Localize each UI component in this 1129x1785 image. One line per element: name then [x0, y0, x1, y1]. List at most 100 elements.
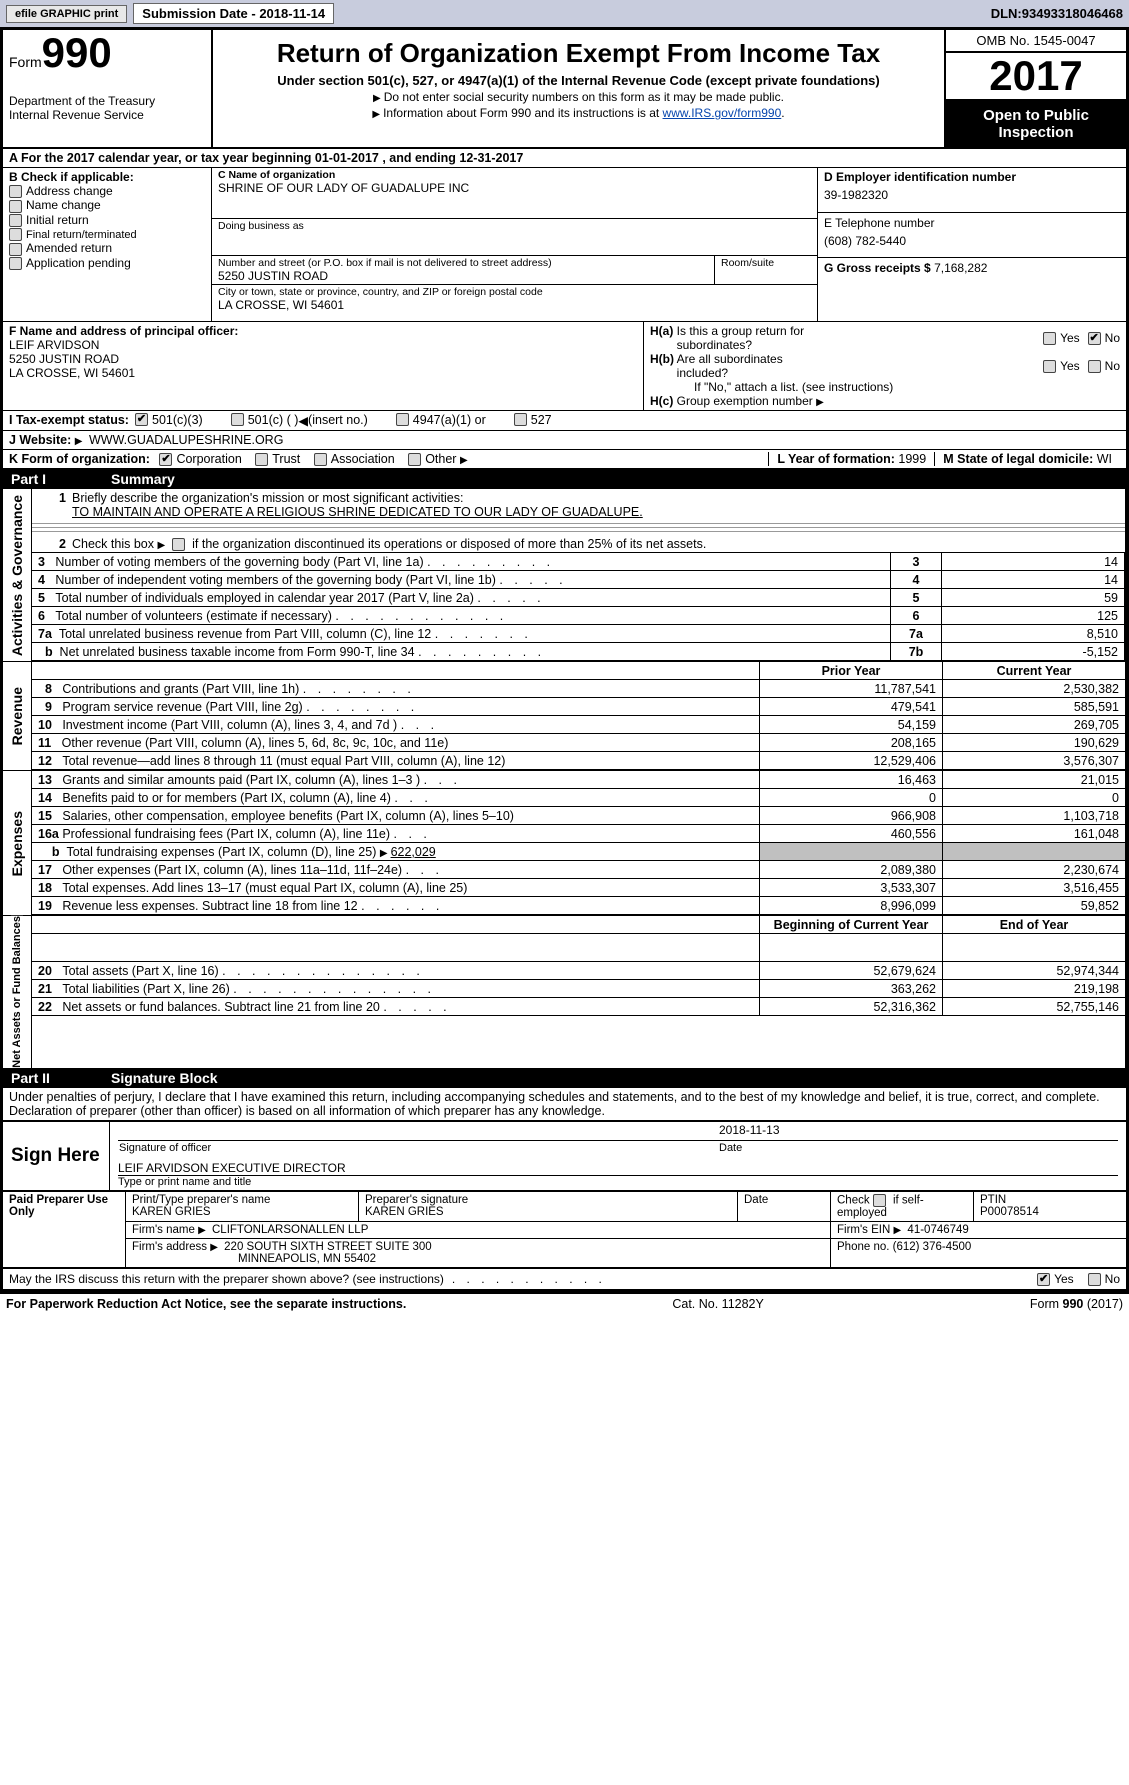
corp-checkbox[interactable] [159, 453, 172, 466]
initial-return-label: Initial return [26, 213, 89, 227]
ein-label: D Employer identification number [824, 170, 1120, 184]
amended-return-label: Amended return [26, 241, 112, 255]
k-label: K Form of organization: [9, 452, 150, 466]
l16a-label: Professional fundraising fees (Part IX, … [62, 827, 390, 841]
hdr-current-year: Current Year [943, 662, 1126, 680]
firm-ein-label: Firm's EIN [837, 1224, 890, 1236]
submission-date-value: 2018-11-14 [259, 6, 325, 21]
discuss-yes-checkbox[interactable] [1037, 1273, 1050, 1286]
l19-current: 59,852 [943, 897, 1126, 915]
l18-prior: 3,533,307 [760, 879, 943, 897]
state-domicile: WI [1097, 452, 1112, 466]
assoc-label: Association [331, 452, 395, 466]
self-employed-checkbox[interactable] [873, 1194, 886, 1207]
gross-receipts-value: 7,168,282 [934, 261, 987, 275]
name-change-checkbox[interactable] [9, 200, 22, 213]
l21-label: Total liabilities (Part X, line 26) [62, 982, 229, 996]
l20-label: Total assets (Part X, line 16) [62, 964, 218, 978]
year-formation: 1999 [898, 452, 926, 466]
hdr-eoy: End of Year [943, 916, 1126, 934]
ha-no-label: No [1105, 331, 1120, 345]
l6-value: 125 [942, 607, 1125, 625]
l20-eoy: 52,974,344 [943, 962, 1126, 980]
501c-checkbox[interactable] [231, 413, 244, 426]
ptin-label: PTIN [980, 1194, 1120, 1206]
l13-label: Grants and similar amounts paid (Part IX… [62, 773, 420, 787]
prep-sig-value: KAREN GRIES [365, 1206, 731, 1218]
l16a-prior: 460,556 [760, 825, 943, 843]
org-name: SHRINE OF OUR LADY OF GUADALUPE INC [218, 181, 811, 195]
trust-checkbox[interactable] [255, 453, 268, 466]
501c-label: 501(c) ( ) [248, 413, 299, 428]
discuss-no-checkbox[interactable] [1088, 1273, 1101, 1286]
501c3-checkbox[interactable] [135, 413, 148, 426]
discuss-no-label: No [1105, 1272, 1120, 1286]
l1-label: Briefly describe the organization's miss… [72, 491, 463, 505]
prep-name-value: KAREN GRIES [132, 1206, 352, 1218]
l4-label: Number of independent voting members of … [55, 573, 496, 587]
m-label: M State of legal domicile: [943, 452, 1097, 466]
col-b-checkboxes: B Check if applicable: Address change Na… [3, 168, 212, 321]
dln-label: DLN: [991, 6, 1022, 21]
website-value: WWW.GUADALUPESHRINE.ORG [89, 433, 283, 447]
sig-date-label: Date [718, 1141, 1118, 1156]
irs-link[interactable]: www.IRS.gov/form990 [663, 106, 782, 120]
form-subtitle: Under section 501(c), 527, or 4947(a)(1)… [221, 73, 936, 88]
hb-yes-checkbox[interactable] [1043, 360, 1056, 373]
l3-value: 14 [942, 553, 1125, 571]
firm-addr1-value: 220 SOUTH SIXTH STREET SUITE 300 [224, 1241, 432, 1253]
l12-current: 3,576,307 [943, 752, 1126, 770]
l2-label-b: if the organization discontinued its ope… [192, 537, 706, 551]
form-label: Form [9, 54, 42, 70]
side-revenue: Revenue [9, 687, 25, 745]
ha-yes-label: Yes [1060, 331, 1080, 345]
hb-note: If "No," attach a list. (see instruction… [650, 380, 1120, 394]
amended-return-checkbox[interactable] [9, 243, 22, 256]
l21-boy: 363,262 [760, 980, 943, 998]
assoc-checkbox[interactable] [314, 453, 327, 466]
501c3-label: 501(c)(3) [152, 413, 203, 428]
final-return-checkbox[interactable] [9, 228, 22, 241]
other-checkbox[interactable] [408, 453, 421, 466]
l17-label: Other expenses (Part IX, column (A), lin… [62, 863, 402, 877]
officer-addr1: 5250 JUSTIN ROAD [9, 352, 637, 366]
527-checkbox[interactable] [514, 413, 527, 426]
form-number: 990 [42, 29, 112, 76]
dba-label: Doing business as [218, 220, 811, 232]
ha-yes-checkbox[interactable] [1043, 332, 1056, 345]
submission-date-label: Submission Date - [142, 6, 259, 21]
discuss-yes-label: Yes [1054, 1272, 1074, 1286]
l14-prior: 0 [760, 789, 943, 807]
ha-no-checkbox[interactable] [1088, 332, 1101, 345]
l18-current: 3,516,455 [943, 879, 1126, 897]
discontinued-checkbox[interactable] [172, 538, 185, 551]
sig-date-value: 2018-11-13 [718, 1122, 1118, 1138]
efile-graphic-btn[interactable]: efile GRAPHIC print [6, 5, 127, 23]
city-label: City or town, state or province, country… [218, 286, 811, 298]
l22-eoy: 52,755,146 [943, 998, 1126, 1016]
side-activities-governance: Activities & Governance [9, 495, 25, 656]
firm-ein-value: 41-0746749 [907, 1224, 968, 1236]
l17-current: 2,230,674 [943, 861, 1126, 879]
hb-no-checkbox[interactable] [1088, 360, 1101, 373]
pra-notice: For Paperwork Reduction Act Notice, see … [6, 1297, 406, 1311]
l7a-label: Total unrelated business revenue from Pa… [59, 627, 431, 641]
officer-print-name: LEIF ARVIDSON EXECUTIVE DIRECTOR [118, 1161, 1118, 1176]
tax-year: 2017 [946, 53, 1126, 101]
l5-value: 59 [942, 589, 1125, 607]
l13-current: 21,015 [943, 771, 1126, 789]
l11-prior: 208,165 [760, 734, 943, 752]
4947a1-checkbox[interactable] [396, 413, 409, 426]
l6-label: Total number of volunteers (estimate if … [55, 609, 332, 623]
l10-label: Investment income (Part VIII, column (A)… [62, 718, 397, 732]
officer-name: LEIF ARVIDSON [9, 338, 637, 352]
l13-prior: 16,463 [760, 771, 943, 789]
l16a-current: 161,048 [943, 825, 1126, 843]
l3-label: Number of voting members of the governin… [55, 555, 423, 569]
i-label: I Tax-exempt status: [9, 413, 135, 428]
hdr-boy: Beginning of Current Year [760, 916, 943, 934]
application-pending-checkbox[interactable] [9, 257, 22, 270]
initial-return-checkbox[interactable] [9, 214, 22, 227]
address-change-checkbox[interactable] [9, 185, 22, 198]
cat-no: Cat. No. 11282Y [672, 1297, 764, 1311]
